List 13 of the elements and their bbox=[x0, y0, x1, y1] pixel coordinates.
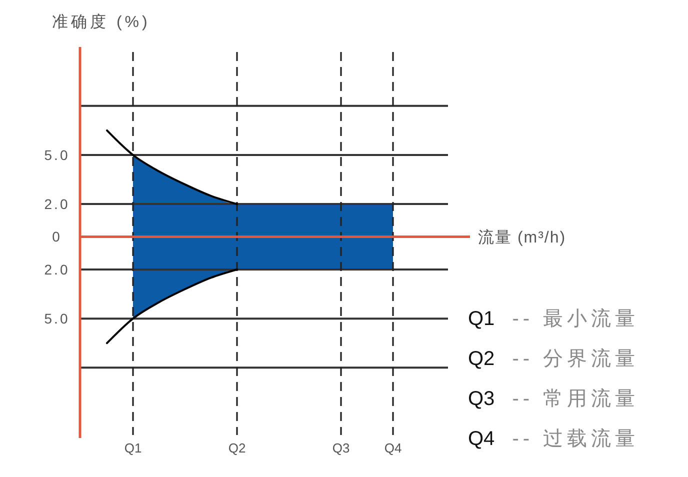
line-series bbox=[106, 268, 238, 344]
text: Q3 -- 常用流量 bbox=[468, 388, 640, 410]
text: Q4 -- 过载流量 bbox=[468, 428, 640, 450]
x-tick-label: Q2 bbox=[228, 440, 246, 456]
text: Q1 -- 最小流量 bbox=[468, 308, 640, 330]
text: Q2 -- 分界流量 bbox=[468, 348, 640, 370]
y2-axis-title: 准确度 (%) bbox=[52, 13, 150, 31]
x-tick-label: Q1 bbox=[124, 440, 142, 456]
x-tick-label: Q4 bbox=[384, 440, 402, 456]
line-series bbox=[106, 129, 238, 206]
x-tick-label: Q3 bbox=[332, 440, 350, 456]
y2-tick-label: 0 bbox=[52, 228, 62, 245]
x-axis-title: 流量 (m³/h) bbox=[478, 228, 566, 246]
